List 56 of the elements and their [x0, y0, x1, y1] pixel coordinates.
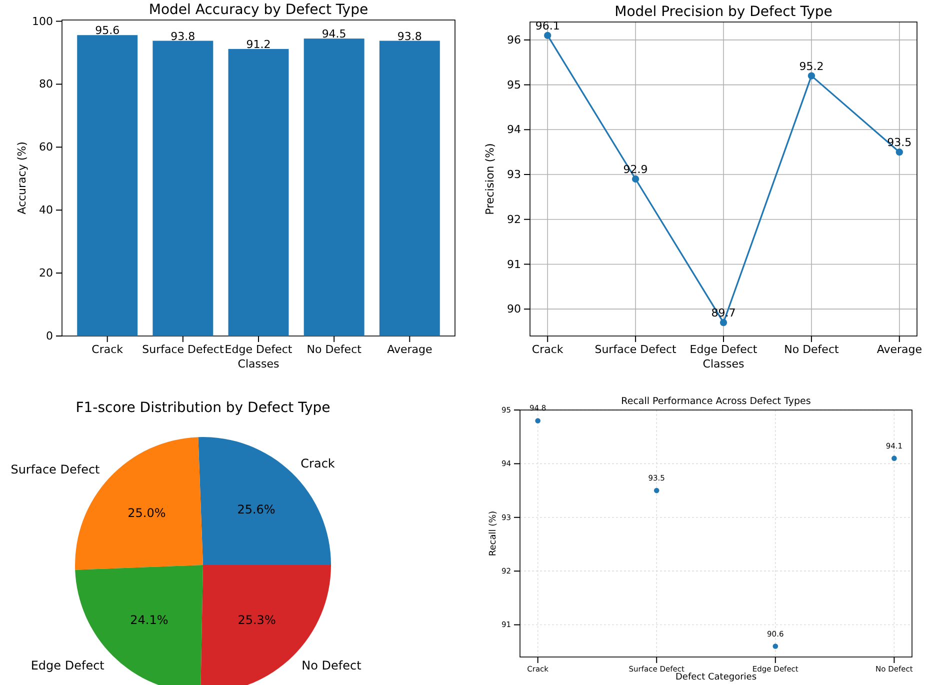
data-label: 25.3% — [238, 612, 276, 627]
y-tick-label: 93 — [507, 168, 521, 182]
x-tick-label: Average — [876, 342, 922, 356]
data-label: 94.5 — [322, 28, 346, 41]
data-label: 93.8 — [170, 30, 196, 43]
y-axis-title: Accuracy (%) — [16, 142, 29, 214]
x-tick-label: Crack — [92, 342, 124, 356]
x-tick-label: Edge Defect — [690, 342, 758, 356]
data-label: 95.2 — [799, 60, 824, 73]
point — [772, 644, 778, 649]
data-label: 91.2 — [246, 38, 271, 51]
point — [535, 418, 540, 424]
y-tick-label: 91 — [507, 258, 521, 271]
point — [720, 318, 728, 326]
y-tick-label: 96 — [507, 33, 521, 46]
x-tick-label: No Defect — [306, 342, 362, 356]
x-tick-label: Surface Defect — [594, 342, 678, 356]
data-label: 25.0% — [128, 506, 166, 520]
y-axis-title: Precision (%) — [484, 143, 497, 215]
y-tick-label: 94 — [507, 123, 521, 136]
data-label: 25.6% — [237, 502, 276, 517]
y-tick-label: 100 — [32, 14, 53, 28]
y-axis-title: Recall (%) — [488, 510, 498, 556]
point — [808, 72, 816, 80]
y-tick-label: 40 — [39, 204, 53, 217]
y-tick-label: 20 — [39, 266, 53, 280]
data-label: 93.8 — [397, 30, 422, 43]
y-tick-label: 90 — [507, 302, 521, 316]
x-axis-title: Classes — [238, 358, 280, 371]
point — [544, 32, 552, 40]
chart-title: F1-score Distribution by Defect Type — [76, 400, 330, 416]
chart-title: Recall Performance Across Defect Types — [621, 396, 811, 407]
data-label: 96.1 — [535, 19, 560, 32]
x-tick-label: Surface Defect — [142, 342, 224, 356]
point — [892, 456, 897, 461]
y-tick-label: 92 — [507, 212, 521, 226]
x-axis-title: Classes — [702, 358, 744, 371]
x-axis-title: Defect Categories — [675, 672, 757, 682]
y-tick-label: 95 — [507, 78, 521, 92]
chart-title: Model Accuracy by Defect Type — [148, 2, 368, 18]
x-tick-label: Edge Defect — [224, 342, 293, 356]
chart-title: Model Precision by Defect Type — [614, 4, 832, 20]
point — [654, 488, 660, 494]
x-tick-label: Average — [387, 342, 432, 356]
y-tick-label: 80 — [39, 78, 53, 91]
point — [896, 148, 903, 156]
slice-label: Surface Defect — [10, 462, 100, 476]
data-label: 95.6 — [95, 24, 120, 38]
point — [632, 175, 640, 183]
y-tick-label: 0 — [46, 330, 53, 343]
slice-label: Crack — [300, 456, 335, 471]
y-tick-label: 60 — [39, 140, 53, 154]
x-tick-label: Crack — [532, 342, 564, 356]
data-label: 24.1% — [130, 612, 168, 627]
data-label: 93.5 — [887, 136, 912, 150]
x-tick-label: No Defect — [784, 342, 840, 356]
